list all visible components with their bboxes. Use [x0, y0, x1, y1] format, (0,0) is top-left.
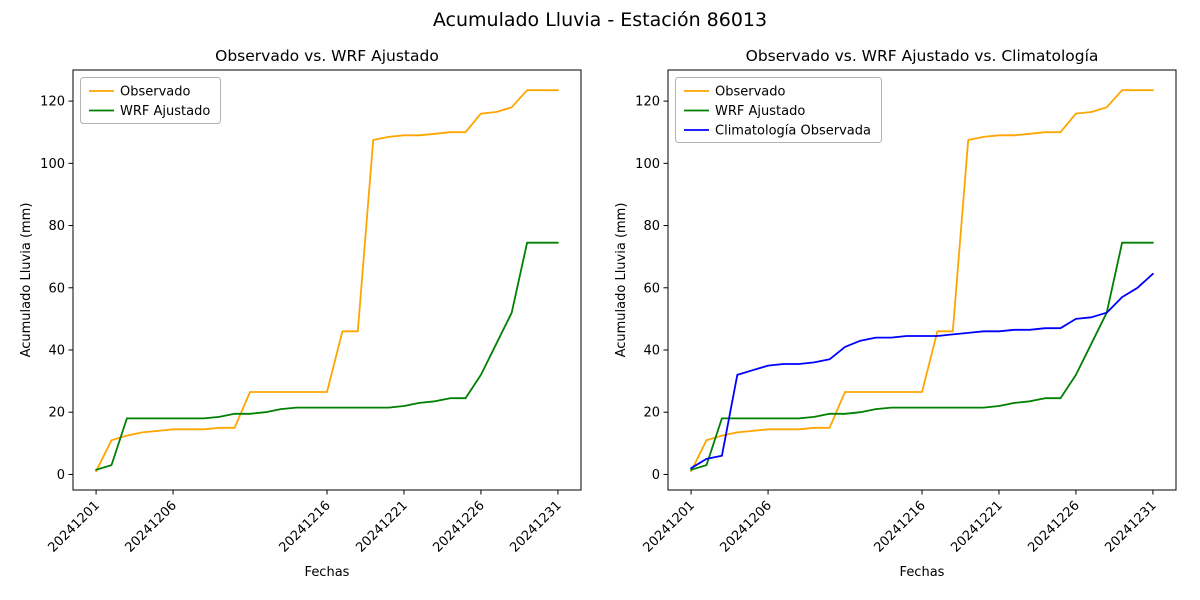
- series-line-wrf-ajustado: [95, 241, 559, 471]
- y-tick-label: 0: [57, 468, 65, 483]
- x-tick-label: 20241216: [871, 498, 928, 555]
- y-tick-label: 60: [48, 281, 65, 296]
- series-line-wrf-ajustado: [690, 241, 1154, 471]
- y-tick-label: 100: [635, 157, 660, 172]
- x-tick-label: 20241221: [353, 498, 410, 555]
- series-line-climatolog-a-observada: [690, 272, 1154, 470]
- x-tick-label: 20241206: [717, 498, 774, 555]
- legend-label: Climatología Observada: [715, 124, 871, 139]
- y-tick-label: 120: [40, 95, 65, 110]
- legend-box: [675, 77, 882, 143]
- legend-label: WRF Ajustado: [120, 104, 210, 119]
- legend: Observado WRF Ajustado: [80, 77, 221, 124]
- x-tick-label: 20241226: [1025, 498, 1082, 555]
- left-chart: Observado vs. WRF Ajustado Fechas Acumul…: [19, 47, 582, 580]
- x-tick-label: 20241221: [948, 498, 1005, 555]
- y-tick-label: 20: [643, 406, 660, 421]
- y-tick-label: 80: [48, 219, 65, 234]
- right-chart: Observado vs. WRF Ajustado vs. Climatolo…: [614, 47, 1177, 580]
- legend-box: [80, 77, 221, 124]
- y-tick-label: 60: [643, 281, 660, 296]
- y-tick-label: 80: [643, 219, 660, 234]
- x-tick-label: 20241201: [641, 498, 698, 555]
- x-tick-label: 20241231: [507, 498, 564, 555]
- left-x-axis-label: Fechas: [305, 565, 350, 580]
- y-tick-label: 120: [635, 95, 660, 110]
- series-line-observado: [95, 89, 559, 473]
- y-tick-label: 20: [48, 406, 65, 421]
- legend-label: Observado: [715, 85, 786, 100]
- y-tick-label: 100: [40, 157, 65, 172]
- x-tick-label: 20241231: [1102, 498, 1159, 555]
- right-x-axis-label: Fechas: [900, 565, 945, 580]
- series-line-observado: [690, 89, 1154, 473]
- legend-label: Observado: [120, 85, 191, 100]
- x-tick-label: 20241206: [122, 498, 179, 555]
- y-tick-label: 40: [48, 344, 65, 359]
- y-tick-label: 40: [643, 344, 660, 359]
- left-chart-title: Observado vs. WRF Ajustado: [215, 47, 439, 65]
- left-y-axis-label: Acumulado Lluvia (mm): [19, 203, 34, 358]
- x-tick-label: 20241226: [430, 498, 487, 555]
- right-chart-title: Observado vs. WRF Ajustado vs. Climatolo…: [746, 47, 1099, 65]
- x-tick-label: 20241216: [276, 498, 333, 555]
- axes-frame: [72, 69, 582, 491]
- right-y-axis-label: Acumulado Lluvia (mm): [614, 203, 629, 358]
- legend-label: WRF Ajustado: [715, 104, 805, 119]
- legend: Observado WRF Ajustado Climatología Observ…: [675, 77, 882, 143]
- x-tick-label: 20241201: [46, 498, 103, 555]
- y-tick-label: 0: [652, 468, 660, 483]
- figure-title: Acumulado Lluvia - Estación 86013: [432, 9, 768, 31]
